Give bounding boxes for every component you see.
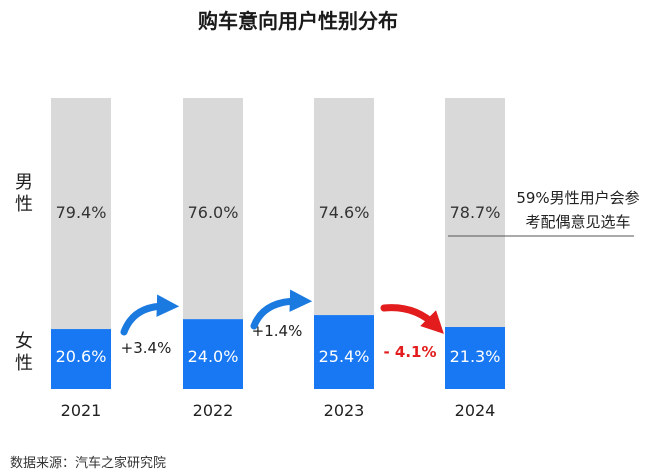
bars-group: 79.4% 20.6% 2021 76.0% 24.0% 2022 74.6% 25.4% 20…: [51, 98, 505, 420]
label-male-2024: 78.7%: [450, 203, 501, 222]
bar-male-2024: [445, 98, 505, 328]
x-tick-2022: 2022: [193, 401, 234, 420]
change-label-1: +3.4%: [121, 339, 172, 357]
source-note: 数据来源：汽车之家研究院: [10, 455, 166, 471]
change-arrows: +3.4% +1.4% - 4.1%: [120, 289, 444, 361]
label-male-2023: 74.6%: [319, 203, 370, 222]
side-label-char-4: 性: [15, 353, 33, 374]
label-male-2022: 76.0%: [188, 203, 239, 222]
side-label-char-2: 性: [15, 194, 33, 215]
label-female-2021: 20.6%: [56, 347, 107, 366]
x-tick-2021: 2021: [61, 401, 102, 420]
side-label-char-1: 男: [15, 172, 33, 193]
label-female-2024: 21.3%: [450, 347, 501, 366]
x-tick-2023: 2023: [324, 401, 365, 420]
change-arrow-2: [250, 289, 313, 330]
annotation-line-2: 考配偶意见选车: [525, 213, 630, 231]
label-female-2022: 24.0%: [188, 347, 239, 366]
change-arrow-1: [120, 294, 180, 336]
bar-male-2021: [51, 98, 111, 330]
change-label-2: +1.4%: [252, 322, 303, 340]
x-tick-2024: 2024: [455, 401, 496, 420]
bar-female-2022: [183, 319, 243, 389]
bar-female-2023: [314, 315, 374, 389]
change-arrow-3: [380, 304, 444, 334]
side-label-char-3: 女: [15, 331, 33, 352]
bar-male-2023: [314, 98, 374, 316]
annotation-line-1: 59%男性用户会参: [516, 189, 639, 207]
bar-female-2021: [51, 329, 111, 389]
chart-title: 购车意向用户性别分布: [198, 9, 398, 33]
label-male-2021: 79.4%: [56, 203, 107, 222]
bar-male-2022: [183, 98, 243, 320]
bar-female-2024: [445, 327, 505, 389]
label-female-2023: 25.4%: [319, 347, 370, 366]
change-label-3: - 4.1%: [383, 343, 436, 361]
